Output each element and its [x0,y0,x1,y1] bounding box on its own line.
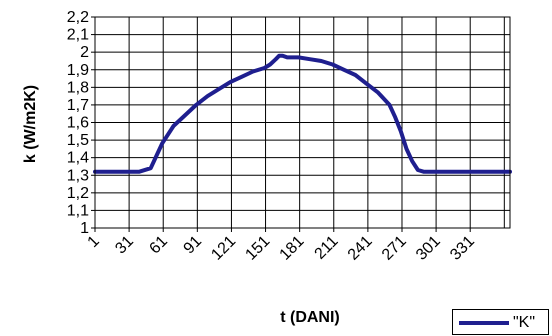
legend-series-swatch [459,321,509,325]
y-tick-label: 2 [80,44,89,61]
x-tick-label: 151 [242,233,273,264]
series-layer [93,53,512,174]
x-tick-label: 211 [312,233,342,263]
x-tick-label: 91 [181,233,206,258]
y-tick-label: 1,2 [67,185,89,202]
grid [91,16,510,232]
y-tick-label: 1,9 [67,62,89,79]
y-tick-label: 2,2 [67,9,89,26]
y-tick-label: 1,4 [67,150,89,167]
x-tick-label: 301 [413,233,444,264]
x-tick-label: 271 [379,233,410,264]
tick-labels: 11,11,21,31,41,51,61,71,81,922,12,21 31 61… [67,9,478,264]
plot-area-border [94,16,511,229]
legend-series-label: "K" [513,314,536,331]
x-axis-label: t (DANI) [280,309,340,326]
x-tick-label: 331 [447,233,478,264]
y-axis-label: k (W/m2K) [22,85,39,163]
x-tick-label: 1 [85,233,103,251]
series-line-k [93,53,512,174]
y-tick-label: 2,1 [67,27,89,44]
x-tick-label: 31 [112,233,137,258]
y-tick-label: 1,3 [67,167,89,184]
x-tick-label: 241 [345,233,376,264]
y-tick-label: 1 [80,220,89,237]
x-tick-label: 181 [277,233,308,264]
x-tick-label: 121 [208,233,239,264]
y-tick-label: 1,1 [67,202,89,219]
y-tick-label: 1,8 [67,79,89,96]
y-tick-label: 1,5 [67,132,89,149]
legend: "K" [452,309,549,335]
x-tick-label: 61 [146,233,171,258]
y-tick-label: 1,7 [67,97,89,114]
y-tick-label: 1,6 [67,115,89,132]
